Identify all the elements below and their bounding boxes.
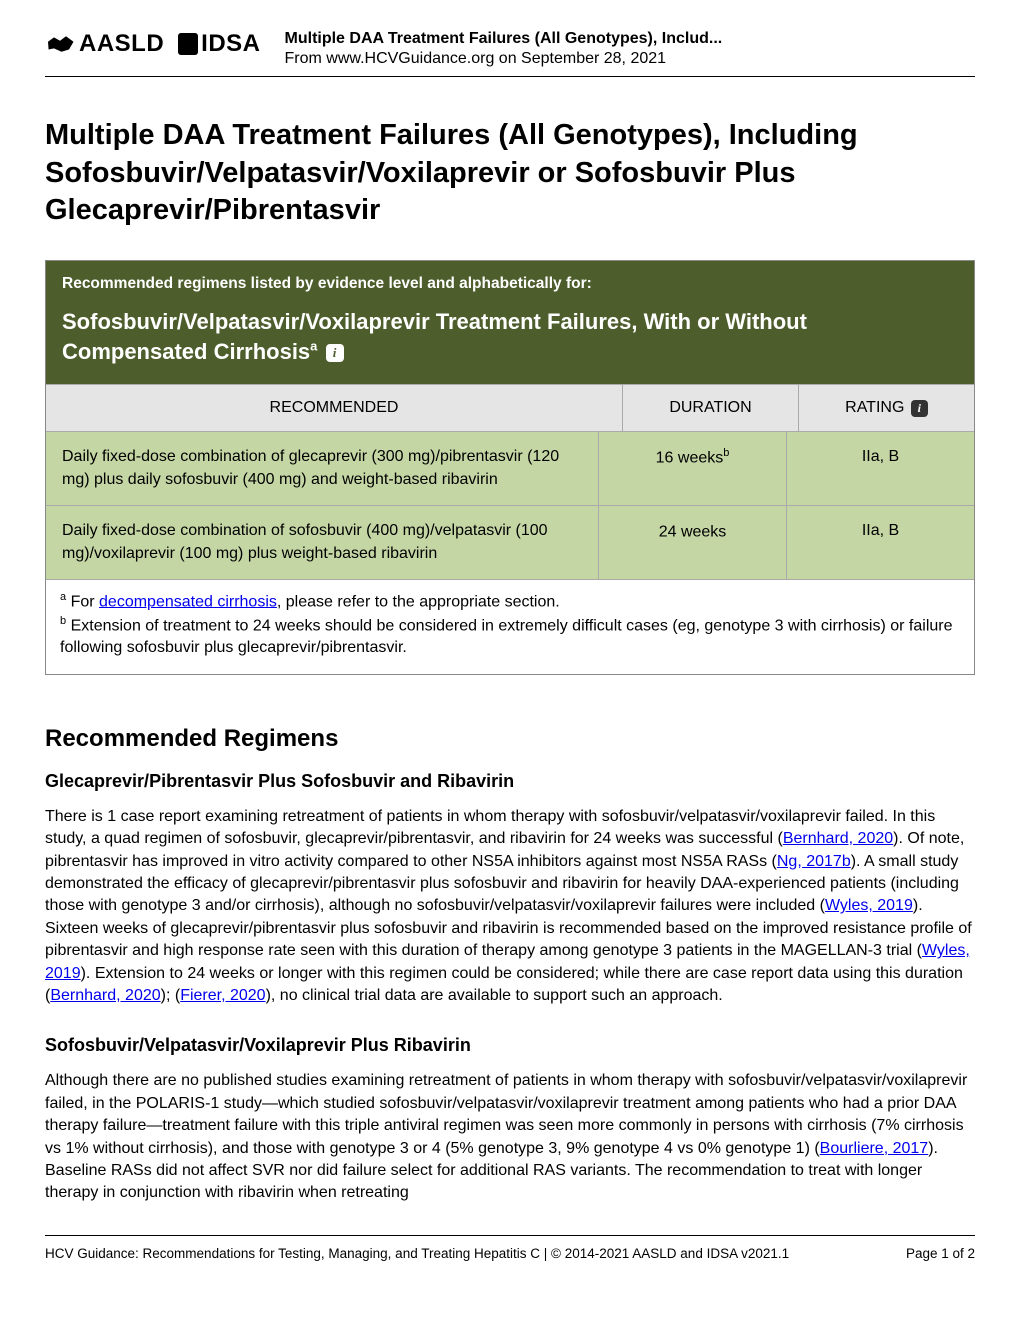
cell-recommended: Daily fixed-dose combination of glecapre… — [46, 432, 598, 505]
table-row: Daily fixed-dose combination of glecapre… — [46, 431, 974, 505]
col-header-rating: RATING i — [798, 384, 974, 431]
footnote-b: Extension of treatment to 24 weeks shoul… — [60, 617, 953, 656]
info-icon[interactable]: i — [326, 344, 344, 362]
cell-rating: IIa, B — [786, 506, 974, 579]
table-header-title-text: Sofosbuvir/Velpatasvir/Voxilaprevir Trea… — [62, 309, 807, 364]
col-header-rating-text: RATING — [845, 399, 909, 416]
paragraph-2: Although there are no published studies … — [45, 1070, 975, 1204]
table-header-sup: a — [310, 338, 317, 353]
table-header: Recommended regimens listed by evidence … — [46, 261, 974, 384]
idsa-logo: IDSA — [178, 30, 260, 58]
logo-group: AASLD IDSA — [45, 30, 261, 58]
footnote-a-pre: For — [66, 593, 99, 610]
table-header-title: Sofosbuvir/Velpatasvir/Voxilaprevir Trea… — [62, 307, 958, 366]
cell-duration: 16 weeksb — [598, 432, 786, 505]
citation-link[interactable]: Bernhard, 2020 — [783, 830, 893, 847]
table-header-sub: Recommended regimens listed by evidence … — [62, 275, 958, 293]
citation-link[interactable]: Fierer, 2020 — [180, 987, 265, 1004]
duration-text: 24 weeks — [659, 524, 727, 541]
duration-sup: b — [723, 447, 729, 459]
main-title: Multiple DAA Treatment Failures (All Gen… — [45, 117, 975, 230]
header-source: From www.HCVGuidance.org on September 28… — [285, 50, 975, 68]
page-header: AASLD IDSA Multiple DAA Treatment Failur… — [45, 30, 975, 77]
page: AASLD IDSA Multiple DAA Treatment Failur… — [0, 0, 1020, 1281]
citation-link[interactable]: Ng, 2017b — [777, 853, 851, 870]
page-footer: HCV Guidance: Recommendations for Testin… — [45, 1235, 975, 1281]
footer-left: HCV Guidance: Recommendations for Testin… — [45, 1246, 789, 1261]
aasld-logo: AASLD — [45, 30, 164, 58]
footer-right: Page 1 of 2 — [906, 1246, 975, 1261]
col-header-recommended: RECOMMENDED — [46, 384, 622, 431]
col-header-duration: DURATION — [622, 384, 798, 431]
duration-text: 16 weeks — [656, 450, 724, 467]
section-heading: Recommended Regimens — [45, 725, 975, 753]
cell-rating: IIa, B — [786, 432, 974, 505]
header-title: Multiple DAA Treatment Failures (All Gen… — [285, 30, 975, 48]
info-icon[interactable]: i — [911, 400, 928, 417]
recommendation-table: Recommended regimens listed by evidence … — [45, 260, 975, 675]
text: ), no clinical trial data are available … — [266, 987, 723, 1004]
subsection-heading-1: Glecaprevir/Pibrentasvir Plus Sofosbuvir… — [45, 771, 975, 792]
citation-link[interactable]: Bernhard, 2020 — [50, 987, 160, 1004]
header-text: Multiple DAA Treatment Failures (All Gen… — [285, 30, 975, 68]
decompensated-cirrhosis-link[interactable]: decompensated cirrhosis — [99, 593, 277, 610]
column-header-row: RECOMMENDED DURATION RATING i — [46, 384, 974, 431]
citation-link[interactable]: Bourliere, 2017 — [820, 1140, 929, 1157]
subsection-heading-2: Sofosbuvir/Velpatasvir/Voxilaprevir Plus… — [45, 1035, 975, 1056]
paragraph-1: There is 1 case report examining retreat… — [45, 806, 975, 1008]
footnote-a-post: , please refer to the appropriate sectio… — [277, 593, 560, 610]
citation-link[interactable]: Wyles, 2019 — [825, 897, 913, 914]
text: ); ( — [161, 987, 181, 1004]
table-footnotes: a For decompensated cirrhosis, please re… — [46, 579, 974, 674]
table-row: Daily fixed-dose combination of sofosbuv… — [46, 505, 974, 579]
cell-recommended: Daily fixed-dose combination of sofosbuv… — [46, 506, 598, 579]
cell-duration: 24 weeks — [598, 506, 786, 579]
